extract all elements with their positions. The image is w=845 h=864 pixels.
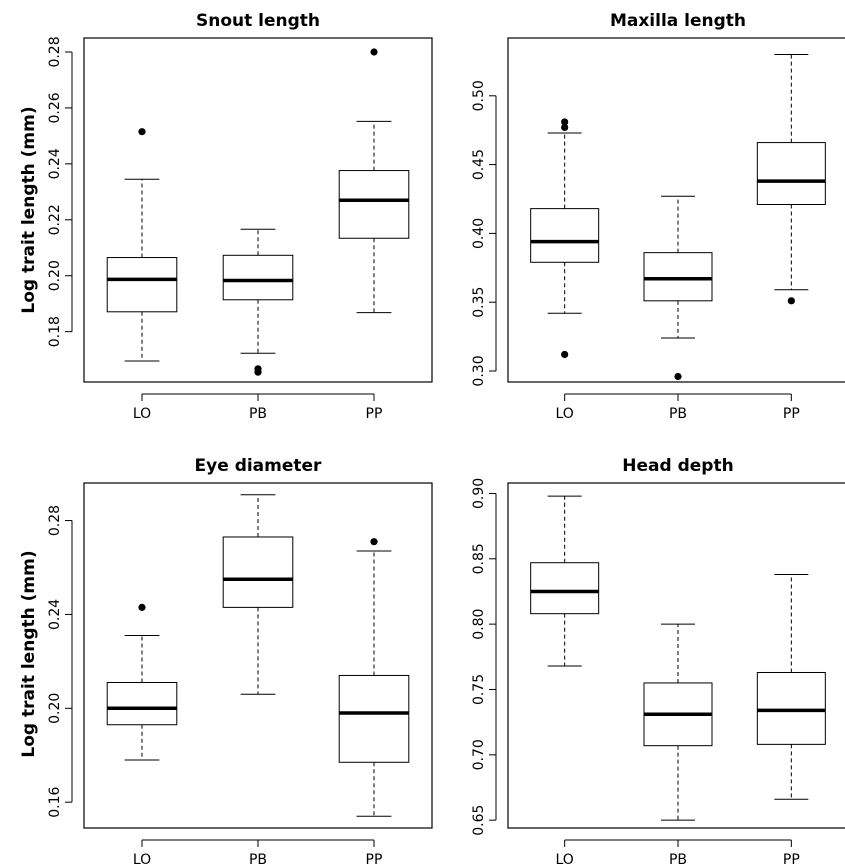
panels: Snout length 0.18 0.20 0.22 0.24 0.26 0.28 LO PB…	[47, 11, 845, 864]
box-pb	[643, 623, 713, 821]
chart-title: Snout length	[196, 11, 320, 31]
box-pp	[338, 538, 410, 817]
y-tick-label: 0.80	[471, 609, 487, 640]
ylabel-group: Log trait length (mm) Log trait length (…	[19, 106, 39, 757]
x-tick-label: LO	[133, 406, 151, 422]
box-lo	[106, 603, 178, 761]
chart-panel: Snout length 0.18 0.20 0.22 0.24 0.26 0.28 LO PB…	[47, 11, 433, 422]
y-tick-label: 0.20	[47, 260, 63, 291]
x-tick-label: LO	[556, 406, 574, 422]
plot-frame	[507, 482, 845, 829]
y-axis-label-bottom: Log trait length (mm)	[19, 550, 39, 757]
y-tick-label: 0.16	[47, 787, 63, 818]
box-iqr	[756, 671, 826, 745]
box-iqr	[643, 252, 713, 302]
outlier-point	[561, 118, 569, 126]
x-tick-label: PB	[669, 406, 687, 422]
y-tick-label: 0.70	[471, 739, 487, 770]
x-tick-label: PB	[249, 852, 267, 864]
chart-title: Head depth	[622, 456, 733, 476]
box-lo	[106, 128, 178, 362]
box-iqr	[756, 142, 826, 205]
y-tick-label: 0.85	[471, 543, 487, 574]
plot-frame	[83, 482, 433, 829]
y-tick-label: 0.45	[471, 149, 487, 180]
box-iqr	[338, 170, 410, 239]
x-tick-label: PP	[783, 406, 800, 422]
box-iqr	[106, 257, 178, 313]
chart-panel: Maxilla length 0.30 0.35 0.40 0.45 0.50 LO PB PP	[471, 11, 845, 422]
outlier-point	[561, 123, 569, 132]
plot-frame	[83, 37, 433, 383]
y-axis-label-top: Log trait length (mm)	[19, 106, 39, 313]
y-tick-label: 0.90	[471, 478, 487, 509]
y-tick-label: 0.26	[47, 92, 63, 123]
y-tick-label: 0.20	[47, 693, 63, 724]
box-iqr	[222, 536, 294, 608]
x-tick-label: PP	[366, 406, 383, 422]
chart-panel: Eye diameter 0.16 0.20 0.24 0.28 LO PB PP	[47, 456, 433, 864]
box-iqr	[338, 674, 410, 763]
y-tick-label: 0.30	[471, 355, 487, 386]
y-tick-label: 0.75	[471, 674, 487, 705]
y-tick-label: 0.24	[47, 148, 63, 179]
box-pb	[222, 228, 294, 376]
y-tick-label: 0.28	[47, 36, 63, 67]
box-iqr	[530, 208, 600, 263]
box-iqr	[530, 562, 600, 615]
y-tick-label: 0.18	[47, 316, 63, 347]
y-tick-label: 0.65	[471, 805, 487, 836]
outlier-point	[787, 297, 795, 305]
plot-frame	[507, 37, 845, 383]
x-tick-label: PP	[783, 852, 800, 864]
x-tick-label: LO	[556, 852, 574, 864]
x-tick-label: PP	[366, 852, 383, 864]
box-lo	[530, 495, 600, 667]
y-tick-label: 0.28	[47, 505, 63, 536]
outlier-point	[138, 603, 146, 611]
y-tick-label: 0.24	[47, 599, 63, 630]
box-iqr	[106, 681, 178, 726]
box-pb	[643, 195, 713, 381]
chart-title: Maxilla length	[610, 11, 746, 31]
x-tick-label: PB	[669, 852, 687, 864]
box-pp	[756, 573, 826, 800]
box-iqr	[222, 254, 294, 301]
x-tick-label: PB	[249, 406, 267, 422]
box-pb	[222, 494, 294, 695]
outlier-point	[370, 538, 378, 546]
outlier-point	[674, 372, 682, 381]
chart-panel: Head depth 0.65 0.70 0.75 0.80 0.85 0.90 LO PB PP	[471, 456, 845, 864]
box-pp	[756, 54, 826, 305]
y-tick-label: 0.50	[471, 80, 487, 111]
outlier-point	[370, 48, 378, 56]
y-tick-label: 0.22	[47, 204, 63, 235]
box-lo	[530, 118, 600, 359]
x-tick-label: LO	[133, 852, 151, 864]
outlier-point	[561, 350, 569, 359]
outlier-point	[254, 368, 262, 376]
outlier-point	[138, 128, 146, 136]
chart-title: Eye diameter	[195, 456, 323, 476]
y-tick-label: 0.40	[471, 218, 487, 249]
box-pp	[338, 48, 410, 314]
y-tick-label: 0.35	[471, 287, 487, 318]
